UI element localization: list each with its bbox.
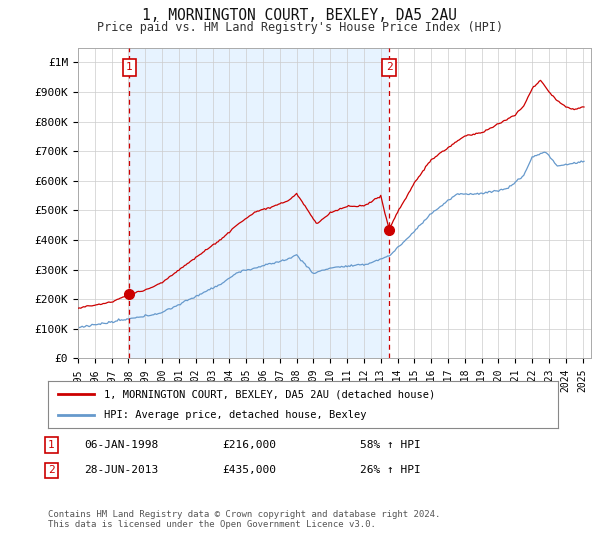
Text: 1, MORNINGTON COURT, BEXLEY, DA5 2AU: 1, MORNINGTON COURT, BEXLEY, DA5 2AU (143, 8, 458, 24)
Text: £435,000: £435,000 (222, 465, 276, 475)
Text: 06-JAN-1998: 06-JAN-1998 (84, 440, 158, 450)
Bar (129, 48, 389, 358)
Text: Price paid vs. HM Land Registry's House Price Index (HPI): Price paid vs. HM Land Registry's House … (97, 21, 503, 34)
Text: 1: 1 (48, 440, 55, 450)
Text: £216,000: £216,000 (222, 440, 276, 450)
Text: HPI: Average price, detached house, Bexley: HPI: Average price, detached house, Bexl… (104, 410, 367, 420)
Text: Contains HM Land Registry data © Crown copyright and database right 2024.
This d: Contains HM Land Registry data © Crown c… (48, 510, 440, 529)
Text: 26% ↑ HPI: 26% ↑ HPI (360, 465, 421, 475)
Text: 1, MORNINGTON COURT, BEXLEY, DA5 2AU (detached house): 1, MORNINGTON COURT, BEXLEY, DA5 2AU (de… (104, 389, 436, 399)
Text: 2: 2 (386, 62, 392, 72)
Text: 28-JUN-2013: 28-JUN-2013 (84, 465, 158, 475)
Text: 58% ↑ HPI: 58% ↑ HPI (360, 440, 421, 450)
Text: 2: 2 (48, 465, 55, 475)
Text: 1: 1 (126, 62, 133, 72)
